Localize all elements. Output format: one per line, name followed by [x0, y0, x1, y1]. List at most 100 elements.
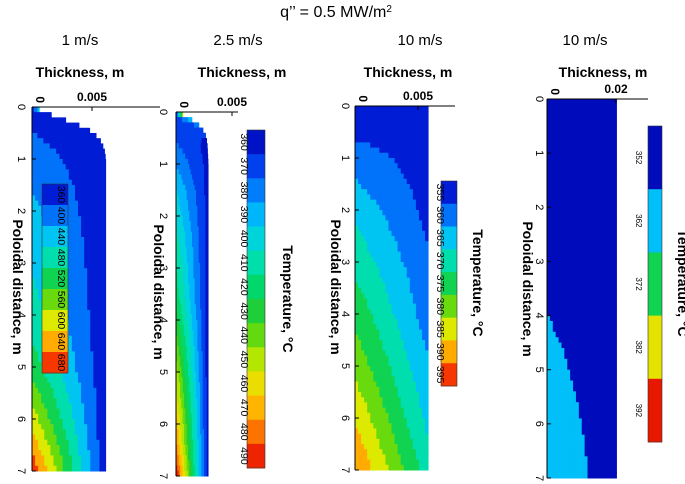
heatmap-cell [192, 439, 194, 446]
heatmap-cell [361, 199, 365, 206]
heatmap-cell [184, 351, 186, 357]
heatmap-cell [184, 299, 186, 305]
heatmap-cell [190, 236, 193, 243]
heatmap-cell [397, 282, 402, 289]
heatmap-cell [373, 392, 377, 398]
heatmap-cell [84, 237, 88, 243]
heatmap-cell [87, 413, 91, 420]
heatmap-cell [361, 428, 365, 435]
heatmap-cell [206, 377, 209, 383]
heatmap-cell [201, 450, 204, 456]
heatmap-cell [412, 428, 417, 435]
heatmap-cell [367, 267, 371, 273]
heatmap-cell [189, 465, 192, 472]
heatmap-cell [189, 127, 192, 134]
heatmap-cell [93, 315, 97, 321]
heatmap-cell [202, 450, 205, 456]
heatmap-cell [382, 256, 386, 263]
colorbar-tick-label: 600 [55, 312, 67, 330]
heatmap-cell [93, 283, 97, 290]
heatmap-cell [370, 288, 374, 294]
heatmap-cell [71, 221, 76, 228]
heatmap-cell [415, 158, 420, 164]
heatmap-cell [176, 179, 178, 186]
heatmap-cell [35, 465, 39, 472]
heatmap-cell [204, 366, 206, 373]
heatmap-cell [382, 360, 386, 367]
heatmap-cell [206, 205, 209, 212]
heatmap-cell [373, 178, 377, 185]
heatmap-cell [406, 303, 411, 310]
heatmap-cell [35, 346, 39, 352]
heatmap-cell [205, 377, 208, 383]
heatmap-cell [364, 397, 368, 403]
heatmap-cell [364, 324, 368, 331]
heatmap-cell [425, 288, 429, 294]
heatmap-cell [201, 153, 203, 160]
heatmap-cell [190, 460, 193, 467]
heatmap-cell [204, 164, 206, 170]
heatmap-cell [391, 163, 396, 169]
heatmap-cell [62, 450, 67, 456]
heatmap-cell [93, 325, 97, 332]
heatmap-cell [99, 216, 104, 222]
colorbar-tick-label: 490 [238, 447, 250, 465]
heatmap-cell [204, 429, 206, 435]
heatmap-cell [204, 226, 206, 233]
heatmap-cell [182, 356, 185, 363]
heatmap-cell [376, 210, 380, 216]
heatmap-cell [425, 407, 429, 414]
heatmap-cell [200, 179, 202, 186]
heatmap-cell [47, 455, 51, 462]
heatmap-cell [364, 329, 368, 336]
heatmap-cell [192, 429, 194, 435]
heatmap-cell [358, 178, 362, 185]
heatmap-cell [93, 133, 97, 139]
heatmap-cell [403, 236, 408, 242]
heatmap-cell [87, 169, 91, 176]
heatmap-cell [197, 200, 200, 207]
heatmap-cell [364, 433, 368, 440]
heatmap-cell [412, 199, 417, 206]
heatmap-cell [199, 158, 202, 165]
heatmap-cell [382, 418, 386, 424]
heatmap-cell [59, 429, 64, 436]
heatmap-cell [412, 392, 417, 398]
heatmap-cell [204, 195, 206, 201]
heatmap-cell [403, 366, 408, 372]
heatmap-cell [364, 230, 368, 237]
heatmap-cell [187, 148, 190, 155]
heatmap-cell [191, 138, 194, 144]
heatmap-cell [182, 408, 185, 415]
heatmap-cell [184, 434, 186, 441]
heatmap-cell [197, 216, 200, 222]
heatmap-cell [403, 220, 408, 227]
heatmap-cell [358, 340, 362, 346]
heatmap-cell [181, 153, 184, 160]
heatmap-cell [81, 315, 85, 321]
heatmap-cell [188, 278, 190, 285]
heatmap-cell [403, 282, 408, 289]
heatmap-cell [201, 346, 204, 352]
heatmap-cell [355, 282, 359, 289]
heatmap-cell [200, 392, 202, 399]
heatmap-cell [379, 381, 383, 388]
heatmap-cell [93, 169, 97, 176]
heatmap-cell [358, 329, 362, 336]
heatmap-cell [364, 220, 368, 227]
heatmap-cell [202, 190, 205, 196]
heatmap-cell [397, 366, 402, 372]
heatmap-cell [44, 439, 48, 446]
heatmap-cell [81, 413, 85, 420]
heatmap-cell [373, 329, 377, 336]
heatmap-cell [84, 304, 88, 311]
heatmap-cell [38, 252, 42, 259]
heatmap-cell [406, 329, 411, 336]
heatmap-cell [81, 195, 85, 202]
heatmap-cell [206, 325, 209, 331]
heatmap-cell [355, 345, 359, 351]
heatmap-cell [200, 210, 202, 217]
heatmap-cell [385, 137, 389, 143]
heatmap-cell [182, 164, 185, 170]
colorbar-swatch [42, 268, 68, 290]
